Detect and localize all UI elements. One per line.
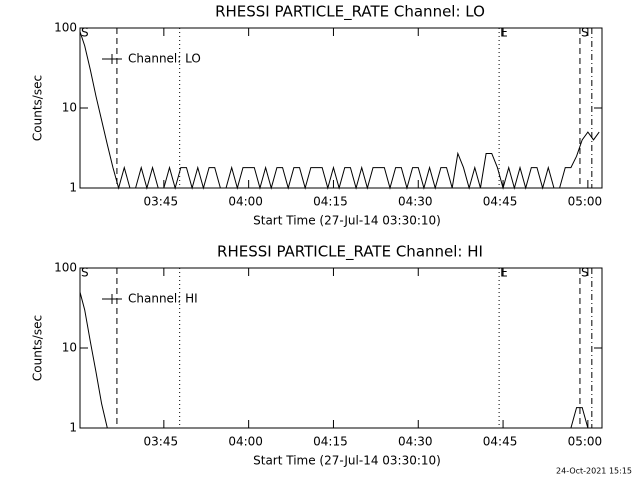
chart-title: RHESSI PARTICLE_RATE Channel: LO: [215, 3, 485, 22]
y-tick-label: 1: [69, 181, 77, 195]
chart-title: RHESSI PARTICLE_RATE Channel: HI: [217, 243, 483, 262]
y-tick-label: 100: [54, 21, 77, 35]
x-tick-label: 04:15: [313, 195, 348, 209]
x-tick-label: 05:00: [568, 195, 603, 209]
x-tick-label: 04:30: [398, 435, 433, 449]
x-tick-label: 03:45: [144, 195, 179, 209]
event-label: S: [81, 266, 89, 280]
x-tick-label: 03:45: [144, 435, 179, 449]
x-axis-label: Start Time (27-Jul-14 03:30:10): [253, 214, 441, 228]
x-tick-label: 04:45: [483, 435, 518, 449]
data-line: [79, 31, 600, 190]
x-tick-label: 05:00: [568, 435, 603, 449]
x-tick-label: 04:00: [228, 195, 263, 209]
data-line: [79, 291, 600, 429]
event-label: S: [581, 26, 589, 40]
x-tick-label: 04:45: [483, 195, 518, 209]
y-tick-label: 10: [62, 101, 77, 115]
event-label: S: [81, 26, 89, 40]
y-axis-label: Counts/sec: [31, 75, 45, 141]
y-tick-label: 1: [69, 421, 77, 435]
legend-label: Channel: HI: [128, 292, 198, 306]
x-tick-label: 04:15: [313, 435, 348, 449]
event-label: E: [500, 266, 508, 280]
legend-label: Channel: LO: [128, 52, 201, 66]
y-tick-label: 100: [54, 261, 77, 275]
y-axis-label: Counts/sec: [31, 315, 45, 381]
timestamp: 24-Oct-2021 15:15: [556, 467, 632, 476]
event-label: E: [500, 26, 508, 40]
x-tick-label: 04:00: [228, 435, 263, 449]
event-label: S: [581, 266, 589, 280]
x-axis-label: Start Time (27-Jul-14 03:30:10): [253, 454, 441, 468]
y-tick-label: 10: [62, 341, 77, 355]
x-tick-label: 04:30: [398, 195, 433, 209]
